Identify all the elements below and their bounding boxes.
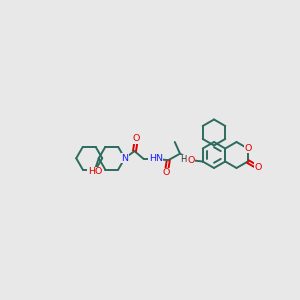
- Text: O: O: [188, 156, 195, 165]
- Text: H: H: [180, 155, 186, 164]
- Text: N: N: [121, 154, 128, 163]
- Text: O: O: [163, 168, 170, 177]
- Text: HN: HN: [149, 154, 163, 164]
- Text: O: O: [244, 144, 251, 153]
- Text: HO: HO: [88, 167, 102, 176]
- Text: O: O: [254, 163, 262, 172]
- Text: O: O: [133, 134, 140, 143]
